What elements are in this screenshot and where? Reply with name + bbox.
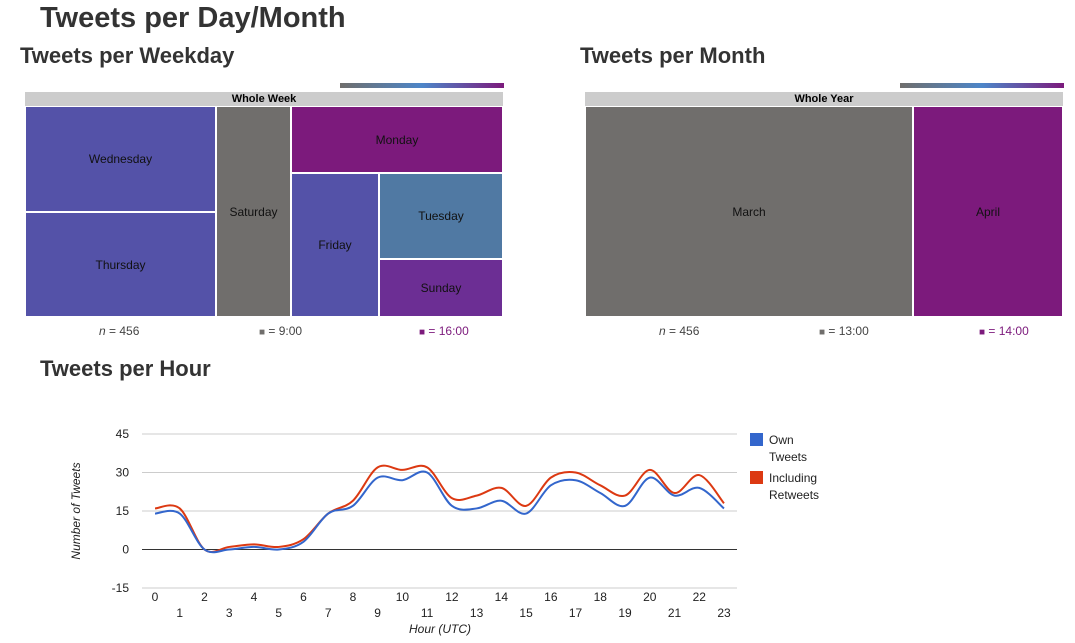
x-tick-label: 19 bbox=[618, 606, 632, 620]
min-value: = 9:00 bbox=[268, 324, 303, 338]
y-tick-label: 15 bbox=[116, 504, 130, 518]
hour-line-chart: -150153045012345678910111213141516171819… bbox=[69, 427, 737, 636]
x-tick-label: 4 bbox=[251, 590, 258, 604]
n-value: = 456 bbox=[669, 324, 700, 338]
x-tick-label: 2 bbox=[201, 590, 208, 604]
treemap-cell-sunday[interactable]: Sunday bbox=[379, 259, 503, 317]
x-tick-label: 10 bbox=[396, 590, 410, 604]
cell-label: Tuesday bbox=[418, 209, 464, 223]
max-color-swatch: ■ bbox=[419, 327, 426, 338]
y-tick-label: -15 bbox=[112, 581, 130, 595]
legend-label-retweets: Including Retweets bbox=[769, 471, 820, 502]
y-tick-label: 45 bbox=[116, 427, 130, 441]
weekday-n-stat: n = 456 bbox=[99, 324, 140, 338]
legend-item-own[interactable]: Own Tweets bbox=[750, 432, 829, 466]
month-min-stat: ■ = 13:00 bbox=[819, 324, 869, 338]
series-line-own-tweets bbox=[154, 470, 725, 554]
treemap-cell-march[interactable]: March bbox=[585, 106, 913, 317]
treemap-cell-monday[interactable]: Monday bbox=[291, 106, 503, 173]
x-tick-label: 11 bbox=[421, 606, 434, 620]
chart-legend: Own Tweets Including Retweets bbox=[750, 432, 829, 504]
treemap-cell-tuesday[interactable]: Tuesday bbox=[379, 173, 503, 259]
x-tick-label: 8 bbox=[350, 590, 357, 604]
x-axis-title: Hour (UTC) bbox=[409, 622, 471, 636]
x-tick-label: 15 bbox=[519, 606, 533, 620]
legend-item-retweets[interactable]: Including Retweets bbox=[750, 470, 829, 504]
x-tick-label: 14 bbox=[495, 590, 509, 604]
x-tick-label: 16 bbox=[544, 590, 558, 604]
min-color-swatch: ■ bbox=[259, 327, 266, 338]
weekday-min-stat: ■ = 9:00 bbox=[259, 324, 302, 338]
y-tick-label: 30 bbox=[116, 466, 130, 480]
x-tick-label: 23 bbox=[717, 606, 731, 620]
max-value: = 14:00 bbox=[988, 324, 1029, 338]
weekday-title: Tweets per Weekday bbox=[20, 43, 235, 68]
min-value: = 13:00 bbox=[828, 324, 869, 338]
cell-label: April bbox=[975, 204, 1000, 219]
x-tick-label: 5 bbox=[275, 606, 282, 620]
n-value: = 456 bbox=[109, 324, 140, 338]
hour-title: Tweets per Hour bbox=[40, 356, 211, 381]
x-tick-label: 0 bbox=[152, 590, 159, 604]
cell-label: Sunday bbox=[420, 281, 462, 295]
x-tick-label: 17 bbox=[569, 606, 583, 620]
cell-label: Friday bbox=[318, 238, 352, 252]
cell-label: Monday bbox=[375, 132, 419, 147]
treemap-header-year[interactable]: Whole Year bbox=[585, 92, 1063, 106]
y-axis-title: Number of Tweets bbox=[69, 462, 83, 559]
x-tick-label: 3 bbox=[226, 606, 233, 620]
max-color-swatch: ■ bbox=[979, 327, 986, 338]
x-tick-label: 21 bbox=[668, 606, 682, 620]
legend-swatch-retweets bbox=[750, 471, 763, 484]
cell-label: Thursday bbox=[95, 257, 146, 272]
color-scale-bar bbox=[900, 83, 1064, 88]
x-tick-label: 22 bbox=[693, 590, 707, 604]
cell-label: Saturday bbox=[229, 204, 278, 219]
month-title: Tweets per Month bbox=[580, 43, 766, 68]
treemap-header-week[interactable]: Whole Week bbox=[25, 92, 503, 106]
treemap-cell-wednesday[interactable]: Wednesday bbox=[25, 106, 216, 212]
x-tick-label: 1 bbox=[176, 606, 183, 620]
month-n-stat: n = 456 bbox=[659, 324, 700, 338]
x-tick-label: 13 bbox=[470, 606, 484, 620]
x-tick-label: 6 bbox=[300, 590, 307, 604]
page-title: Tweets per Day/Month bbox=[40, 2, 346, 34]
max-value: = 16:00 bbox=[428, 324, 469, 338]
treemap-cell-thursday[interactable]: Thursday bbox=[25, 212, 216, 317]
color-scale-bar bbox=[340, 83, 504, 88]
min-color-swatch: ■ bbox=[819, 327, 826, 338]
x-tick-label: 9 bbox=[374, 606, 381, 620]
weekday-max-stat: ■ = 16:00 bbox=[419, 324, 469, 338]
month-max-stat: ■ = 14:00 bbox=[979, 324, 1029, 338]
cell-label: March bbox=[732, 204, 766, 219]
treemap-cell-friday[interactable]: Friday bbox=[291, 173, 379, 317]
cell-label: Wednesday bbox=[88, 152, 153, 166]
x-tick-label: 12 bbox=[445, 590, 459, 604]
x-tick-label: 7 bbox=[325, 606, 332, 620]
treemap-cell-saturday[interactable]: Saturday bbox=[216, 106, 291, 317]
month-treemap: March April bbox=[585, 106, 1063, 317]
series-line-including-retweets bbox=[154, 464, 725, 553]
weekday-treemap: Wednesday Thursday Saturday Monday Frida… bbox=[25, 106, 503, 317]
x-tick-label: 20 bbox=[643, 590, 657, 604]
x-tick-label: 18 bbox=[594, 590, 608, 604]
legend-label-own: Own Tweets bbox=[769, 433, 808, 464]
y-tick-label: 0 bbox=[122, 543, 129, 557]
legend-swatch-own bbox=[750, 433, 763, 446]
treemap-cell-april[interactable]: April bbox=[913, 106, 1063, 317]
